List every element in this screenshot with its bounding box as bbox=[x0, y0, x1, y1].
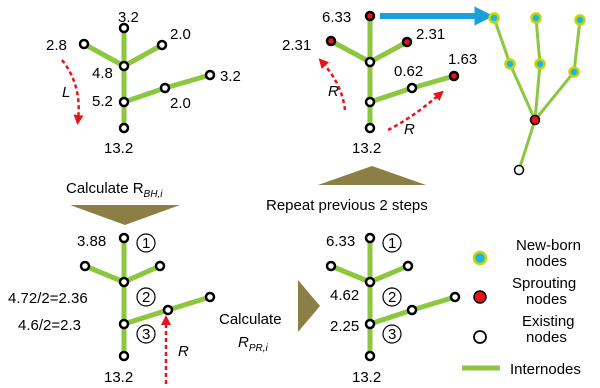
step-text: Calculate R bbox=[66, 180, 144, 197]
value-label: 2.0 bbox=[170, 95, 191, 112]
value-label: 2.31 bbox=[416, 26, 445, 43]
step-label: Calculate bbox=[219, 311, 282, 328]
step-number: 1 bbox=[388, 235, 396, 252]
value-label: 4.72/2=2.36 bbox=[8, 290, 88, 307]
value-label: 2.31 bbox=[282, 37, 311, 54]
legend-label: Internodes bbox=[510, 361, 581, 378]
value-label: 13.2 bbox=[104, 369, 133, 386]
panel-bottom-right-tree: 6.33 4.62 2.25 13.2 1 2 3 bbox=[325, 232, 461, 386]
step-label: Repeat previous 2 steps bbox=[266, 197, 428, 214]
step-number: 2 bbox=[142, 289, 150, 306]
step-label: Calculate RBH,i bbox=[66, 180, 163, 200]
internodes-br bbox=[328, 235, 458, 359]
nodes-bl bbox=[79, 232, 216, 362]
panel-bottom-left-tree: 3.88 4.72/2=2.36 4.6/2=2.3 13.2 1 2 3 R bbox=[8, 232, 216, 386]
internodes-newborn bbox=[492, 16, 582, 172]
internodes-bl bbox=[82, 235, 213, 359]
panel-top-left-tree: 3.2 2.0 2.8 4.8 5.2 3.2 2.0 13.2 L bbox=[46, 9, 241, 157]
down-triangle bbox=[70, 205, 180, 225]
value-label: 6.33 bbox=[322, 9, 351, 26]
value-label: 3.88 bbox=[77, 233, 106, 250]
value-label: 2.8 bbox=[46, 37, 67, 54]
existing-node-swatch bbox=[473, 330, 487, 344]
nodes-tl bbox=[78, 22, 216, 134]
value-label: 13.2 bbox=[104, 140, 133, 157]
right-triangle bbox=[298, 280, 320, 332]
value-label: 3.2 bbox=[118, 9, 139, 26]
legend-label: nodes bbox=[526, 329, 567, 346]
value-label: 6.33 bbox=[326, 233, 355, 250]
value-label: 4.8 bbox=[92, 65, 113, 82]
panel-top-right-tree: 6.33 2.31 2.31 1.63 0.62 13.2 R R bbox=[282, 6, 494, 157]
value-label: 13.2 bbox=[352, 140, 381, 157]
legend-label: Existing bbox=[522, 313, 575, 330]
value-label: 2.25 bbox=[330, 318, 359, 335]
step-calc-pr: Calculate RPR,i bbox=[219, 280, 320, 354]
value-label: 5.2 bbox=[92, 93, 113, 110]
step-number: 2 bbox=[388, 289, 396, 306]
step-subscript: BH,i bbox=[144, 189, 164, 200]
value-label: 13.2 bbox=[352, 369, 381, 386]
nodes-tr bbox=[325, 10, 460, 134]
value-label: 0.62 bbox=[394, 63, 423, 80]
sprouting-node-swatch bbox=[473, 290, 487, 304]
step-circles-bl bbox=[136, 233, 156, 344]
newborn-tree-illustration bbox=[488, 12, 586, 176]
value-label: 3.2 bbox=[220, 68, 241, 85]
value-label: 2.0 bbox=[170, 26, 191, 43]
internodes-tl bbox=[81, 25, 213, 131]
value-label: 4.6/2=2.3 bbox=[18, 317, 81, 334]
arrow-label: R bbox=[328, 83, 339, 100]
legend-label: New-born bbox=[516, 237, 581, 254]
up-triangle bbox=[318, 166, 426, 185]
step-calc-bh: Calculate RBH,i bbox=[66, 180, 180, 225]
arrow-label: R bbox=[404, 121, 415, 138]
arrow-label: R bbox=[178, 343, 189, 360]
newborn-nodes bbox=[488, 12, 586, 176]
legend-label: nodes bbox=[526, 291, 567, 308]
leaf-direction-arrow bbox=[61, 59, 84, 125]
step-label: RPR,i bbox=[238, 334, 269, 354]
step-text: R bbox=[238, 334, 249, 351]
resource-arrow-right bbox=[387, 90, 444, 132]
legend: New-born nodes Sprouting nodes Existing … bbox=[462, 237, 581, 378]
nodes-br bbox=[325, 232, 461, 362]
resource-arrow-left bbox=[318, 58, 347, 111]
step-repeat: Repeat previous 2 steps bbox=[266, 166, 428, 214]
step-number: 1 bbox=[142, 235, 150, 252]
step-number: 3 bbox=[142, 326, 150, 343]
step-circles-br bbox=[382, 233, 402, 344]
legend-label: Sprouting bbox=[512, 275, 576, 292]
arrow-label: L bbox=[62, 84, 70, 101]
value-label: 4.62 bbox=[330, 287, 359, 304]
value-label: 1.63 bbox=[448, 51, 477, 68]
step-subscript: PR,i bbox=[249, 343, 269, 354]
legend-label: nodes bbox=[526, 253, 567, 270]
step-number: 3 bbox=[388, 326, 396, 343]
newborn-node-swatch bbox=[472, 250, 488, 266]
